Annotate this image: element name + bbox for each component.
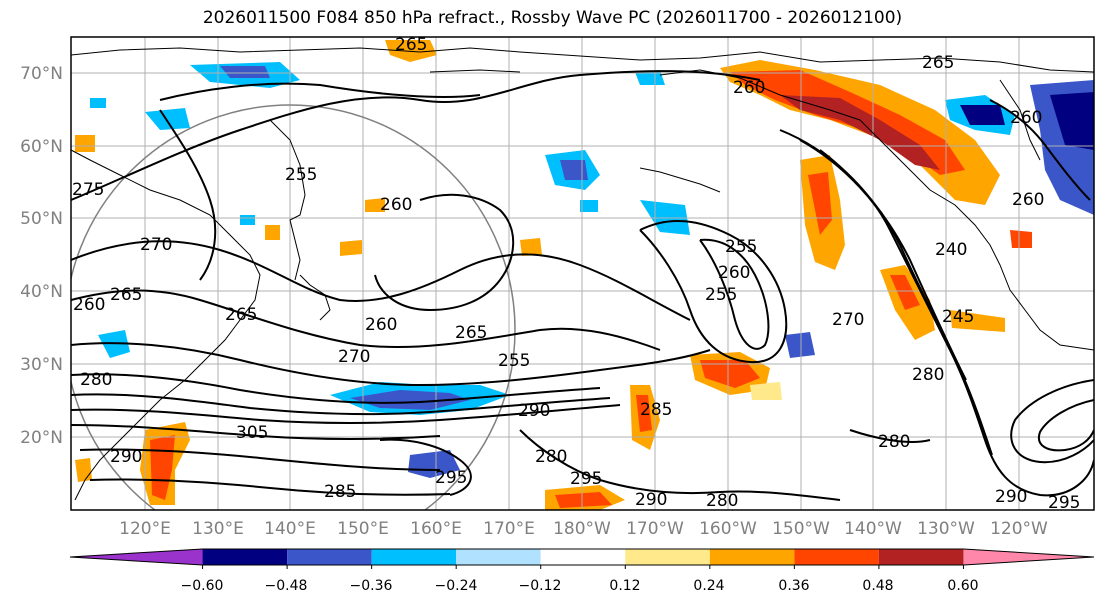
contour-label: 260 xyxy=(1010,108,1042,128)
colorbar-segment xyxy=(287,549,372,565)
contours xyxy=(71,70,1094,501)
contour-label: 280 xyxy=(706,491,738,511)
contour-label: 255 xyxy=(498,351,530,371)
colorbar-tick-label: −0.60 xyxy=(181,578,224,594)
latitude-labels: 70°N 60°N 50°N 40°N 30°N 20°N xyxy=(20,64,63,448)
lat-label: 20°N xyxy=(20,428,63,448)
contour-label: 270 xyxy=(832,310,864,330)
contour-label: 305 xyxy=(236,423,268,443)
contour-label: 285 xyxy=(324,482,356,502)
contour-label: 255 xyxy=(705,285,737,305)
range-circle xyxy=(71,104,516,510)
contour-label: 290 xyxy=(110,447,142,467)
contour-label: 290 xyxy=(635,490,667,510)
lat-label: 70°N xyxy=(20,64,63,84)
lon-label: 130°E xyxy=(192,519,244,539)
graticule xyxy=(71,37,1094,510)
colorbar-segment xyxy=(456,549,541,565)
contour-label: 260 xyxy=(733,78,765,98)
contour-label: 260 xyxy=(365,315,397,335)
colorbar xyxy=(69,548,1095,569)
contour-label: 255 xyxy=(285,165,317,185)
contour-label: 265 xyxy=(455,323,487,343)
colorbar-tick-label: −0.12 xyxy=(519,578,562,594)
colorbar-tick-label: 0.12 xyxy=(609,578,640,594)
colorbar-tick-label: 0.60 xyxy=(947,578,978,594)
contour-label: 260 xyxy=(73,295,105,315)
contour-label: 260 xyxy=(718,263,750,283)
lon-label: 130°W xyxy=(917,519,975,539)
contour-label: 255 xyxy=(725,237,757,257)
contour-label: 240 xyxy=(935,240,967,260)
colorbar-tick-label: 0.24 xyxy=(693,578,724,594)
contour-label: 280 xyxy=(912,365,944,385)
contour-label: 265 xyxy=(110,285,142,305)
colorbar-segment xyxy=(878,549,964,565)
colorbar-tick-label: 0.36 xyxy=(778,578,809,594)
map-title: 2026011500 F084 850 hPa refract., Rossby… xyxy=(202,8,903,28)
colorbar-segment xyxy=(371,549,457,565)
contour-label: 295 xyxy=(435,468,467,488)
longitude-labels: 120°E 130°E 140°E 150°E 160°E 170°E 180°… xyxy=(119,519,1048,539)
contour-label: 295 xyxy=(1048,493,1080,513)
lon-label: 140°W xyxy=(844,519,902,539)
contour-label: 265 xyxy=(922,53,954,73)
contour-label: 285 xyxy=(640,400,672,420)
lon-label: 120°E xyxy=(119,519,171,539)
lon-label: 140°E xyxy=(264,519,316,539)
contour-label: 290 xyxy=(995,487,1027,507)
colorbar-tick-label: 0.48 xyxy=(862,578,893,594)
lon-label: 180°W xyxy=(553,519,611,539)
colorbar-segment xyxy=(625,549,710,565)
contour-label: 270 xyxy=(140,235,172,255)
lat-label: 50°N xyxy=(20,209,63,229)
map-frame xyxy=(70,36,1095,511)
colorbar-tick-label: −0.48 xyxy=(265,578,308,594)
contour-label: 280 xyxy=(878,432,910,452)
contour-label: 260 xyxy=(380,195,412,215)
colorbar-low-extend xyxy=(70,549,203,565)
contour-label: 270 xyxy=(338,347,370,367)
lon-label: 160°E xyxy=(410,519,462,539)
shaded-fields xyxy=(75,40,1094,510)
lon-label: 170°W xyxy=(626,519,684,539)
lon-label: 170°E xyxy=(483,519,535,539)
colorbar-segment xyxy=(709,549,795,565)
colorbar-tick-label: −0.36 xyxy=(350,578,393,594)
contour-labels: 265 260 265 260 255 260 275 270 260 265 … xyxy=(72,35,1080,513)
lon-label: 160°W xyxy=(699,519,757,539)
colorbar-labels: −0.60 −0.48 −0.36 −0.24 −0.12 0.12 0.24 … xyxy=(181,578,979,594)
contour-label: 275 xyxy=(72,180,104,200)
contour-label: 265 xyxy=(225,305,257,325)
colorbar-segment xyxy=(540,549,626,565)
contour-label: 260 xyxy=(1012,190,1044,210)
lon-label: 150°W xyxy=(772,519,830,539)
colorbar-segment xyxy=(202,549,288,565)
lat-label: 60°N xyxy=(20,137,63,157)
contour-label: 295 xyxy=(570,469,602,489)
colorbar-tick-label: −0.24 xyxy=(435,578,478,594)
contour-label: 245 xyxy=(942,307,974,327)
lon-label: 120°W xyxy=(990,519,1048,539)
contour-label: 280 xyxy=(535,447,567,467)
colorbar-segment xyxy=(794,549,879,565)
lat-label: 40°N xyxy=(20,282,63,302)
contour-label: 290 xyxy=(518,401,550,421)
lat-label: 30°N xyxy=(20,355,63,375)
contour-label: 280 xyxy=(80,370,112,390)
coastlines xyxy=(71,47,1094,501)
lon-label: 150°E xyxy=(337,519,389,539)
contour-label: 265 xyxy=(395,35,427,55)
colorbar-high-extend xyxy=(963,549,1094,565)
